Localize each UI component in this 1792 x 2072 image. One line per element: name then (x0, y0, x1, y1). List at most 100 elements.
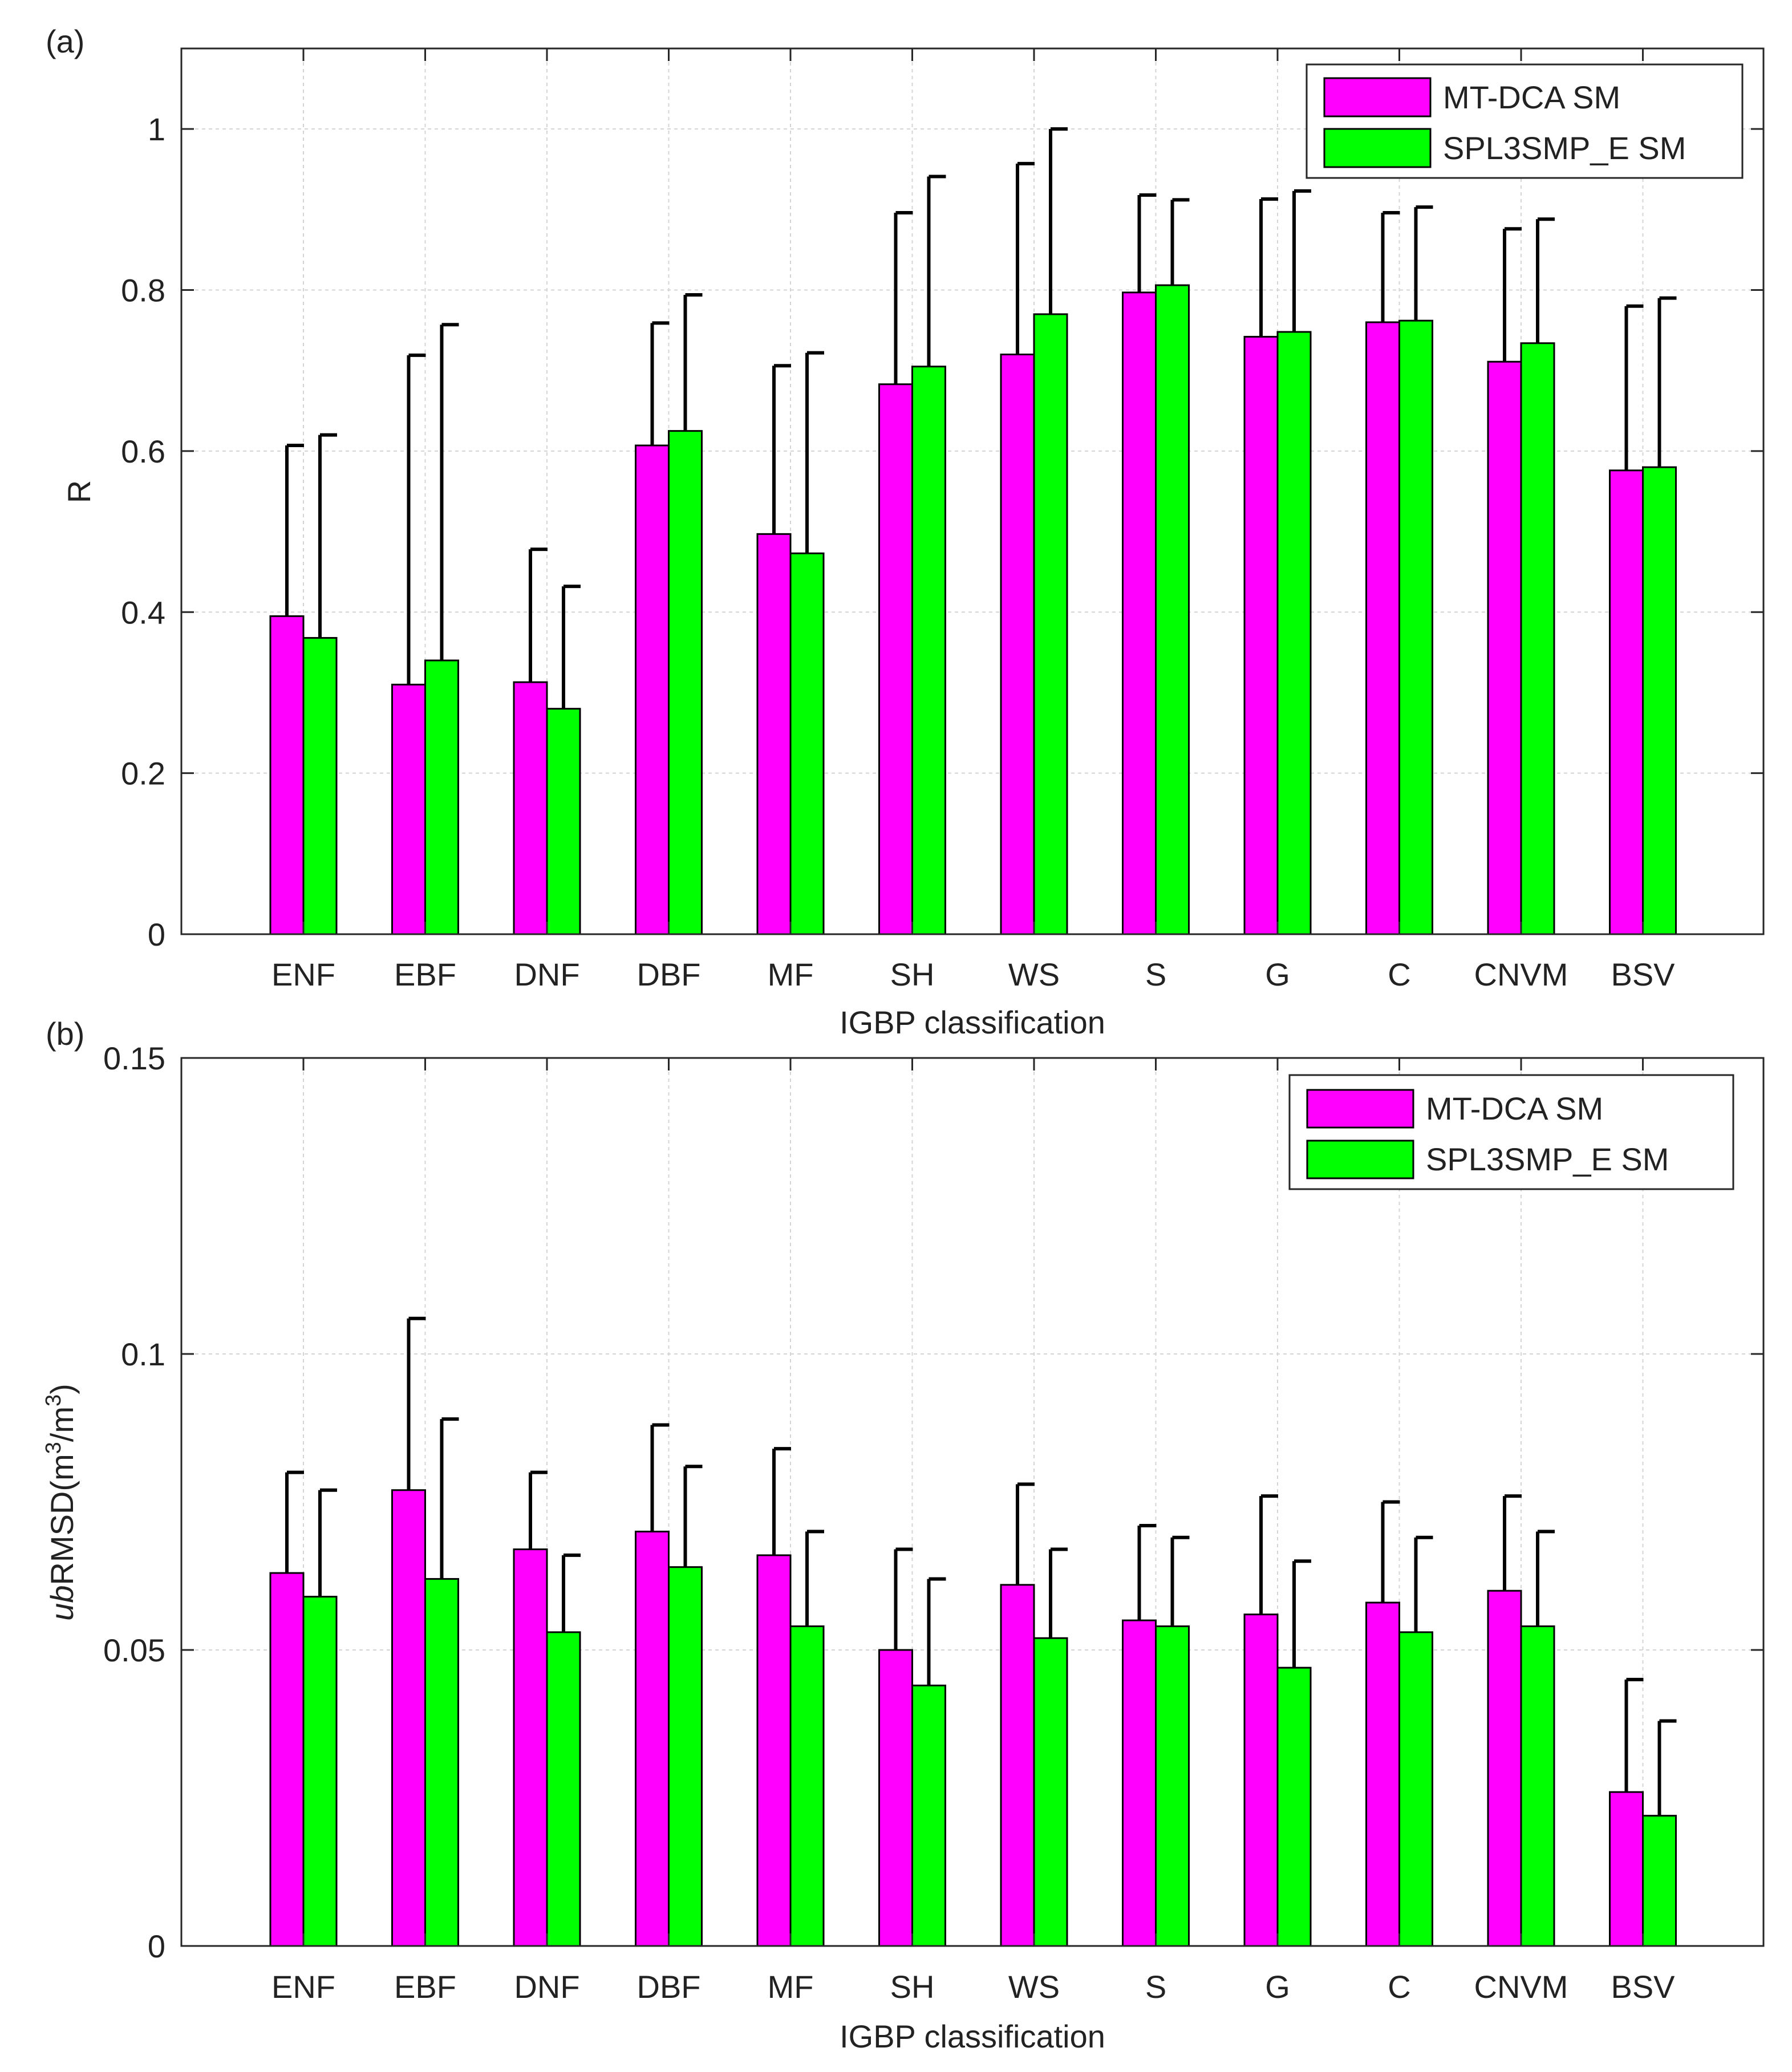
panel-b-y-title-sup2: 3 (42, 1394, 66, 1406)
panel-a-bar-mt-dca (635, 444, 670, 935)
panel-b-xtick-label: DNF (514, 1969, 579, 2005)
panel-b-xtick-label: CNVM (1474, 1969, 1568, 2005)
panel-a-r-chart: (a) 0 0.2 0.4 0.6 0.8 1 ENF EBF DNF DBF MF SH WS S G C C… (46, 23, 1765, 1040)
panel-a-xtick-label: WS (1008, 956, 1060, 992)
panel-b-bar-spl3smp (1642, 1815, 1677, 1947)
panel-a-bar-mt-dca (1243, 335, 1279, 935)
panel-a-xtick-label: MF (768, 956, 814, 992)
panel-a-bar-spl3smp (668, 430, 703, 935)
panel-a-legend: MT-DCA SM SPL3SMP_E SM (1306, 63, 1744, 179)
panel-a-bars (269, 127, 1677, 935)
panel-b-xtick-label: BSV (1611, 1969, 1675, 2005)
panel-a-x-axis-title: IGBP classification (840, 1004, 1105, 1040)
panel-b-axes-frame (180, 1057, 1765, 1947)
panel-a-bar-mt-dca (756, 533, 792, 935)
panel-a-xtick-label: CNVM (1474, 956, 1568, 992)
panel-a-bar-mt-dca (1487, 360, 1522, 935)
panel-a-ytick-label: 0.2 (121, 756, 165, 792)
panel-b-xtick-label: DBF (637, 1969, 701, 2005)
panel-b-xtick-label: ENF (271, 1969, 335, 2005)
panel-a-legend-label-mt-dca: MT-DCA SM (1443, 79, 1620, 115)
panel-a-ytick-label: 0.8 (121, 273, 165, 309)
panel-a-bar-mt-dca (878, 383, 913, 935)
panel-b-bar-spl3smp (302, 1596, 338, 1947)
panel-b-bar-mt-dca (635, 1530, 670, 1947)
panel-b-ytick-label: 0.05 (103, 1632, 165, 1668)
panel-b-ticks: 0 0.05 0.1 0.15 ENF EBF DNF DBF MF SH WS S G C CNVM BSV (103, 1040, 1763, 2005)
panel-b-bars (269, 1316, 1677, 1947)
panel-b-bar-mt-dca (756, 1554, 792, 1947)
panel-a-bar-spl3smp (1276, 331, 1312, 935)
panel-b-bar-mt-dca (1000, 1584, 1035, 1947)
panel-b-ytick-label: 0.15 (103, 1040, 165, 1076)
panel-b-bar-spl3smp (546, 1631, 581, 1947)
panel-a-xtick-label: EBF (394, 956, 456, 992)
panel-a-ytick-label: 0.6 (121, 433, 165, 469)
panel-a-xtick-label: C (1388, 956, 1410, 992)
panel-b-bar-spl3smp (1033, 1637, 1068, 1947)
panel-a-y-axis-title: R (61, 480, 97, 503)
panel-b-y-title-end: ) (44, 1384, 80, 1394)
panel-b-label: (b) (46, 1016, 84, 1052)
panel-b-ytick-label: 0.1 (121, 1336, 165, 1372)
panel-a-ytick-label: 0.4 (121, 594, 165, 630)
panel-b-y-title-sup1: 3 (42, 1442, 66, 1454)
panel-a-bar-spl3smp (911, 366, 946, 935)
panel-b-y-title-ub: ub (44, 1586, 80, 1621)
panel-b-bar-mt-dca (878, 1649, 913, 1947)
panel-b-xtick-label: G (1265, 1969, 1290, 2005)
panel-a-xtick-label: DBF (637, 956, 701, 992)
panel-a-bar-mt-dca (391, 683, 426, 935)
panel-a-xtick-label: ENF (271, 956, 335, 992)
panel-b-legend-swatch-mt-dca (1306, 1089, 1414, 1129)
panel-b-legend-label-spl3smp: SPL3SMP_E SM (1426, 1141, 1669, 1177)
panel-b-xtick-label: S (1145, 1969, 1166, 2005)
panel-a-bar-mt-dca (269, 615, 305, 935)
panel-b-bar-spl3smp (668, 1566, 703, 1947)
panel-b-y-title-mid: /m (44, 1406, 80, 1442)
panel-b-bar-spl3smp (1398, 1631, 1433, 1947)
panel-b-bar-mt-dca (1365, 1601, 1400, 1947)
panel-a-bar-spl3smp (1398, 319, 1433, 935)
panel-a-ytick-label: 1 (148, 111, 165, 147)
panel-a-bar-mt-dca (1609, 469, 1644, 935)
panel-b-ubrmsd-chart: (b) 0 0.05 0.1 0.15 ENF EBF DNF DBF MF SH WS S G C CNV… (42, 1016, 1765, 2054)
panel-a-bar-mt-dca (1365, 321, 1400, 935)
panel-b-legend: MT-DCA SM SPL3SMP_E SM (1288, 1074, 1734, 1190)
panel-b-xtick-label: C (1388, 1969, 1410, 2005)
panel-b-xtick-label: MF (768, 1969, 814, 2005)
panel-a-bar-spl3smp (1642, 466, 1677, 935)
panel-b-y-axis-title: ubRMSD(m3/m3) (42, 1384, 80, 1621)
panel-a-xtick-label: DNF (514, 956, 579, 992)
panel-a-legend-swatch-spl3smp (1323, 128, 1432, 168)
panel-b-legend-swatch-spl3smp (1306, 1140, 1414, 1179)
panel-b-bar-mt-dca (391, 1489, 426, 1947)
panel-a-xtick-label: G (1265, 956, 1290, 992)
panel-a-bar-mt-dca (1122, 291, 1157, 935)
panel-b-xtick-label: WS (1008, 1969, 1060, 2005)
panel-b-x-axis-title: IGBP classification (840, 2018, 1105, 2054)
panel-b-bar-mt-dca (1609, 1791, 1644, 1947)
panel-b-bar-mt-dca (1243, 1613, 1279, 1947)
panel-b-xtick-label: EBF (394, 1969, 456, 2005)
panel-b-xtick-label: SH (890, 1969, 935, 2005)
panel-a-bar-spl3smp (546, 708, 581, 935)
panel-b-legend-label-mt-dca: MT-DCA SM (1426, 1090, 1603, 1126)
panel-b-bar-spl3smp (789, 1625, 825, 1947)
panel-a-bar-spl3smp (1033, 313, 1068, 935)
panel-a-ticks: 0 0.2 0.4 0.6 0.8 1 ENF EBF DNF DBF MF SH WS S G C CNVM B… (121, 48, 1763, 992)
panel-a-bar-spl3smp (1155, 284, 1190, 935)
panel-a-legend-label-spl3smp: SPL3SMP_E SM (1443, 130, 1686, 166)
panel-b-y-title-main: RMSD(m (44, 1454, 80, 1585)
panel-a-bar-spl3smp (789, 552, 825, 935)
panel-a-xtick-label: S (1145, 956, 1166, 992)
panel-b-bar-mt-dca (513, 1548, 548, 1947)
panel-a-xtick-label: SH (890, 956, 935, 992)
panel-b-bar-spl3smp (1520, 1625, 1555, 1947)
panel-b-bar-spl3smp (1155, 1625, 1190, 1947)
panel-a-bar-spl3smp (302, 636, 338, 935)
panel-b-bar-mt-dca (269, 1572, 305, 1947)
panel-a-xtick-label: BSV (1611, 956, 1675, 992)
panel-a-legend-swatch-mt-dca (1323, 77, 1432, 117)
panel-a-axes-frame (180, 47, 1765, 935)
